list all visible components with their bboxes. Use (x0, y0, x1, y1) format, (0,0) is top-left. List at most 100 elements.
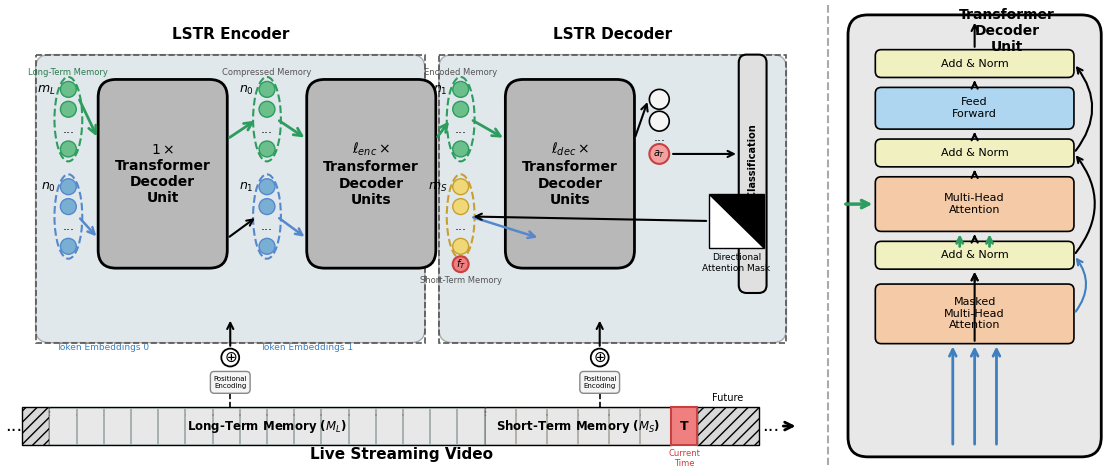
Text: Short-Term Memory: Short-Term Memory (419, 276, 502, 285)
Text: Long-Term Memory ($M_L$): Long-Term Memory ($M_L$) (187, 418, 347, 435)
Text: Current
Time: Current Time (668, 449, 700, 468)
Bar (578, 408, 608, 444)
Text: ...: ... (455, 123, 467, 136)
Circle shape (453, 141, 468, 157)
Bar (439, 54, 786, 342)
FancyBboxPatch shape (875, 50, 1074, 78)
Circle shape (259, 101, 275, 117)
Bar (132, 408, 157, 444)
Text: T: T (680, 420, 688, 433)
FancyBboxPatch shape (739, 54, 767, 293)
Text: Long-Term Memory: Long-Term Memory (28, 69, 108, 78)
Text: Transformer
Decoder
Unit: Transformer Decoder Unit (959, 8, 1055, 54)
Bar (485, 407, 671, 445)
Bar (457, 408, 484, 444)
Bar (403, 408, 429, 444)
FancyBboxPatch shape (98, 79, 227, 268)
Text: ...: ... (762, 417, 779, 435)
Circle shape (60, 81, 76, 97)
Text: Live Streaming Video: Live Streaming Video (310, 447, 493, 463)
Text: Future: Future (712, 393, 744, 403)
Text: Token Embeddings 0: Token Embeddings 0 (57, 342, 149, 351)
FancyBboxPatch shape (875, 139, 1074, 167)
Bar (485, 408, 515, 444)
Text: Positional
Encoding: Positional Encoding (213, 376, 248, 389)
Bar (671, 407, 697, 445)
Circle shape (60, 238, 76, 254)
Circle shape (453, 179, 468, 195)
Text: Positional
Encoding: Positional Encoding (583, 376, 617, 389)
Text: $\ell_{dec}\times$
Transformer
Decoder
Units: $\ell_{dec}\times$ Transformer Decoder U… (522, 141, 618, 207)
FancyBboxPatch shape (36, 54, 425, 342)
Text: $\oplus$: $\oplus$ (224, 350, 237, 365)
Text: LSTR Encoder: LSTR Encoder (172, 26, 289, 42)
Text: ...: ... (6, 417, 22, 435)
Bar (609, 408, 639, 444)
Text: K+1 Classification: K+1 Classification (748, 124, 758, 224)
Circle shape (259, 238, 275, 254)
Circle shape (591, 349, 609, 367)
Text: Token Embeddings 1: Token Embeddings 1 (260, 342, 353, 351)
Bar (376, 408, 401, 444)
Text: $n_0$: $n_0$ (40, 181, 56, 194)
Circle shape (453, 81, 468, 97)
Circle shape (221, 349, 240, 367)
Polygon shape (709, 193, 764, 248)
Text: $1\times$
Transformer
Decoder
Unit: $1\times$ Transformer Decoder Unit (115, 142, 211, 205)
Bar (546, 408, 576, 444)
FancyBboxPatch shape (505, 79, 634, 268)
FancyBboxPatch shape (439, 54, 786, 342)
Circle shape (259, 141, 275, 157)
Bar (266, 408, 293, 444)
FancyBboxPatch shape (875, 241, 1074, 269)
Circle shape (259, 179, 275, 195)
Circle shape (453, 101, 468, 117)
Circle shape (60, 101, 76, 117)
Bar (349, 408, 375, 444)
Text: $\ell_{enc}\times$
Transformer
Decoder
Units: $\ell_{enc}\times$ Transformer Decoder U… (323, 141, 419, 207)
Text: $m_S$: $m_S$ (428, 181, 448, 194)
Text: ...: ... (455, 220, 467, 233)
Text: Multi-Head
Attention: Multi-Head Attention (944, 193, 1005, 215)
Bar (49, 407, 485, 445)
Circle shape (453, 256, 468, 272)
Text: Directional
Attention Mask: Directional Attention Mask (702, 253, 770, 272)
FancyBboxPatch shape (875, 177, 1074, 231)
Text: $f_T$: $f_T$ (456, 257, 466, 271)
FancyBboxPatch shape (875, 284, 1074, 344)
Text: ...: ... (62, 220, 75, 233)
Text: $\oplus$: $\oplus$ (593, 350, 607, 365)
Text: Masked
Multi-Head
Attention: Masked Multi-Head Attention (944, 297, 1005, 331)
Bar (21, 407, 49, 445)
FancyBboxPatch shape (211, 371, 250, 393)
Text: $n_1$: $n_1$ (240, 181, 254, 194)
Circle shape (649, 89, 669, 109)
FancyBboxPatch shape (580, 371, 620, 393)
Bar (213, 408, 239, 444)
Text: Compressed Memory: Compressed Memory (222, 69, 312, 78)
Bar (240, 408, 266, 444)
Bar (640, 408, 670, 444)
Circle shape (453, 238, 468, 254)
Bar (77, 408, 103, 444)
Text: ...: ... (261, 123, 273, 136)
Text: Add & Norm: Add & Norm (941, 148, 1008, 158)
FancyBboxPatch shape (849, 15, 1102, 457)
Text: Feed
Forward: Feed Forward (952, 97, 997, 119)
Bar (294, 408, 320, 444)
Text: Add & Norm: Add & Norm (941, 250, 1008, 260)
Bar (36, 54, 425, 342)
Text: $n_0$: $n_0$ (239, 84, 254, 97)
Polygon shape (709, 193, 764, 248)
Circle shape (60, 141, 76, 157)
Bar (49, 408, 76, 444)
Bar (185, 408, 212, 444)
Circle shape (649, 111, 669, 131)
Bar (697, 407, 758, 445)
Bar (321, 408, 348, 444)
Text: $a_T$: $a_T$ (653, 148, 666, 160)
Bar (158, 408, 184, 444)
Text: ...: ... (261, 220, 273, 233)
Text: Short-Term Memory ($M_S$): Short-Term Memory ($M_S$) (496, 418, 660, 435)
FancyBboxPatch shape (875, 88, 1074, 129)
